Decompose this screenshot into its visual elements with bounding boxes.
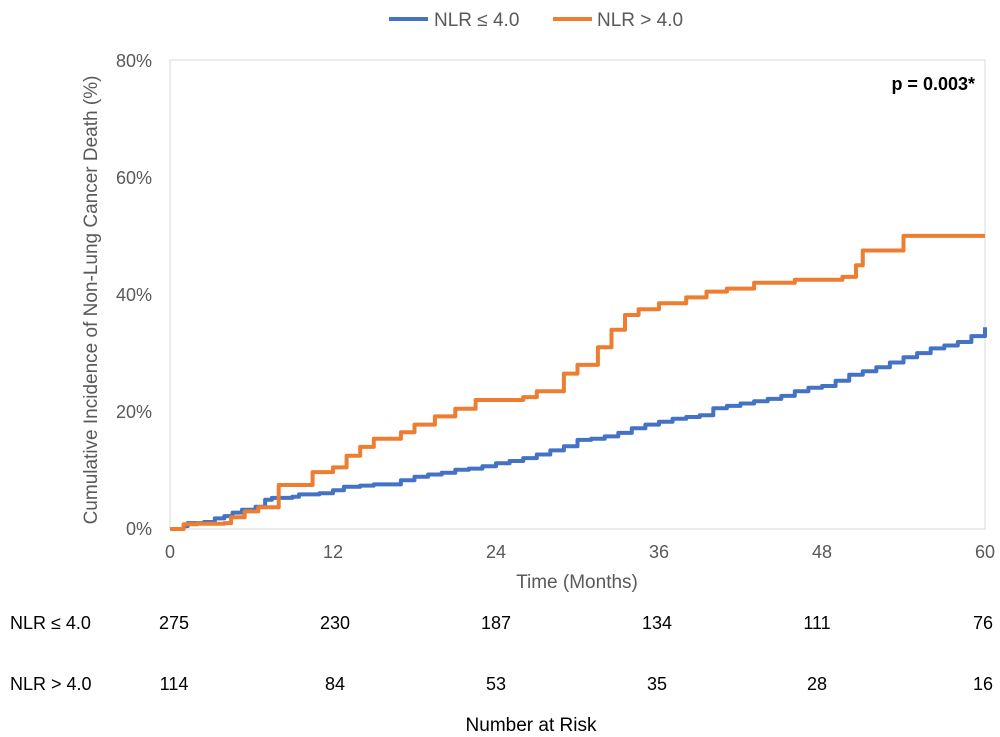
risk-table: NLR ≤ 4.0 275 230 187 134 111 76 NLR > 4… [10, 613, 993, 736]
y-axis-title: Cumulative Incidence of Non-Lung Cancer … [81, 76, 102, 525]
series-layer [170, 233, 987, 531]
risk-row-label-nlr-high: NLR > 4.0 [10, 674, 92, 694]
p-value-annotation: p = 0.003* [891, 74, 975, 94]
x-tick-label: 24 [486, 542, 506, 562]
plot-area [169, 59, 986, 530]
risk-count: 76 [973, 613, 993, 633]
risk-count: 35 [647, 674, 667, 694]
risk-count: 84 [325, 674, 345, 694]
risk-count: 275 [159, 613, 189, 633]
legend: NLR ≤ 4.0 NLR > 4.0 [389, 10, 683, 31]
y-tick-label: 40% [116, 285, 152, 305]
x-tick-label: 48 [812, 542, 832, 562]
risk-count: 187 [481, 613, 511, 633]
risk-count: 28 [807, 674, 827, 694]
y-tick-label: 60% [116, 168, 152, 188]
risk-row-label-nlr-low: NLR ≤ 4.0 [10, 613, 91, 633]
series-line-nlr-low [170, 327, 987, 531]
y-axis-ticks: 0% 20% 40% 60% 80% [116, 51, 152, 539]
x-tick-label: 60 [975, 542, 995, 562]
legend-label-nlr-high: NLR > 4.0 [597, 10, 683, 31]
risk-count: 114 [160, 674, 189, 694]
x-tick-label: 36 [649, 542, 669, 562]
y-tick-label: 20% [116, 402, 152, 422]
legend-label-nlr-low: NLR ≤ 4.0 [434, 10, 519, 31]
risk-count: 134 [642, 613, 672, 633]
risk-count: 16 [973, 674, 993, 694]
y-tick-label: 0% [126, 519, 152, 539]
risk-count: 230 [320, 613, 350, 633]
x-tick-label: 0 [165, 542, 175, 562]
x-tick-label: 12 [323, 542, 343, 562]
x-axis-ticks: 0 12 24 36 48 60 [165, 542, 995, 562]
risk-count: 111 [803, 613, 830, 633]
series-line-nlr-high [170, 233, 985, 531]
y-tick-label: 80% [116, 51, 152, 71]
risk-table-title: Number at Risk [466, 715, 597, 736]
risk-count: 53 [486, 674, 506, 694]
x-axis-title: Time (Months) [516, 572, 638, 593]
